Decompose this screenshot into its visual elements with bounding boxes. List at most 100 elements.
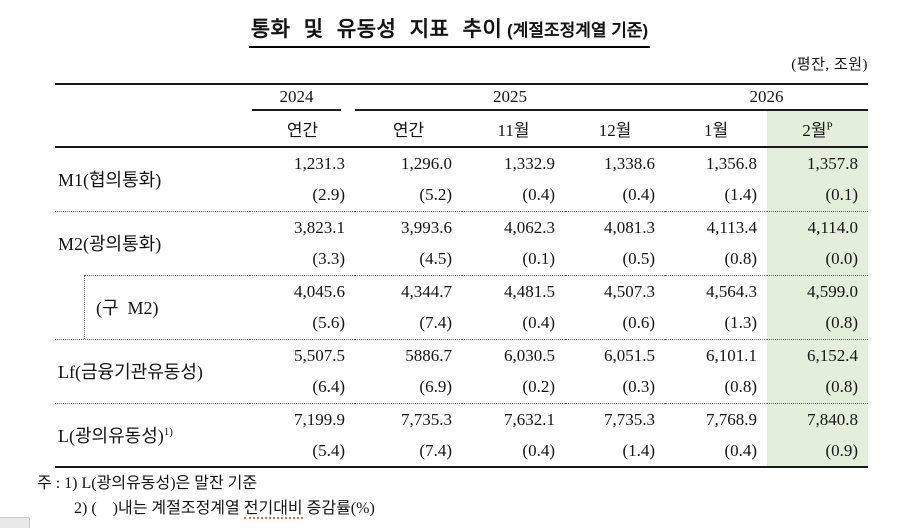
data-cell: 4,599.0 (0.8) <box>767 274 869 339</box>
period-header-nov: 11월 <box>462 111 565 148</box>
data-cell: 3,993.6 (4.5) <box>355 210 462 275</box>
cell-value: 4,113.4 <box>706 218 758 237</box>
cell-growth-rate: (0.3) <box>622 377 656 396</box>
data-cell: 4,045.6 (5.6) <box>250 274 355 339</box>
cell-value: 1,231.3 <box>294 154 345 174</box>
cell-value: 6,030.5 <box>504 346 555 365</box>
footnote-2-pre: 2) ( )내는 계절조정계열 <box>74 500 244 517</box>
row-label-text: Lf(금융기관유동성) <box>58 362 203 382</box>
cell-value: 1,338.6 <box>604 154 656 174</box>
cell-value: 1,296.0 <box>401 154 452 174</box>
cell-growth-rate: (6.4) <box>312 377 345 396</box>
cell-value: 6,051.5 <box>604 346 656 365</box>
table-row: (구 M2) 4,045.6 (5.6) 4,344.7 (7.4) 4,481.5 (0.… <box>55 274 869 339</box>
cell-growth-rate: (0.8) <box>825 377 859 396</box>
row-label: M1(협의통화) <box>55 147 250 211</box>
cell-value: 7,768.9 <box>706 409 758 429</box>
title-sub: (계절조정계열 기준) <box>502 21 649 40</box>
data-cell: 4,564.3 (1.3) <box>665 274 768 339</box>
data-cell: 4,481.5 (0.4) <box>462 274 565 339</box>
page-title-text: 통화 및 유동성 지표 추이 (계절조정계열 기준) <box>248 13 651 48</box>
period-header-annual-2024: 연간 <box>250 111 355 148</box>
cell-growth-rate: (0.2) <box>522 377 555 396</box>
cell-growth-rate: (0.6) <box>622 313 656 332</box>
row-label-text: M1(협의통화) <box>58 170 162 191</box>
preliminary-mark: P <box>826 120 833 133</box>
cell-growth-rate: (0.4) <box>724 440 758 460</box>
cell-growth-rate: (1.4) <box>622 440 656 460</box>
data-cell: 7,735.3 (1.4) <box>565 402 666 467</box>
data-cell: 7,199.9 (5.4) <box>250 402 355 467</box>
data-cell: 6,030.5 (0.2) <box>462 338 565 403</box>
footnote-2: 2) ( )내는 계절조정계열 전기대비 증감률(%) <box>74 496 375 521</box>
cell-growth-rate: (5.6) <box>312 313 345 332</box>
year-2024-cell: 2024 <box>250 84 355 111</box>
table-row: M2(광의통화) 3,823.1 (3.3) 3,993.6 (4.5) 4,062.3 (… <box>55 210 869 275</box>
cell-growth-rate: (5.4) <box>312 440 345 460</box>
cell-growth-rate: (7.4) <box>419 440 452 460</box>
row-label-text: (구 M2) <box>96 297 159 318</box>
cell-growth-rate: (0.5) <box>622 249 656 268</box>
cell-value: 7,199.9 <box>294 409 345 429</box>
year-label: 2025 <box>493 87 527 106</box>
data-cell: 1,357.8 (0.1) <box>767 147 869 211</box>
data-cell: 5,507.5 (6.4) <box>250 338 355 403</box>
footnotes: 주 : 1) L(광의유동성)은 말잔 기준 2) ( )내는 계절조정계열 전… <box>37 471 375 521</box>
data-cell: 4,344.7 (7.4) <box>355 274 462 339</box>
cell-growth-rate: (0.4) <box>522 440 555 460</box>
table-row: Lf(금융기관유동성) 5,507.5 (6.4) 5886.7 (6.9) 6,030.… <box>55 338 869 403</box>
cell-value: 4,344.7 <box>401 282 452 301</box>
monetary-indicators-table: 2024 2025 2026 연간 연간 11월 12월 1월 2월P M1(협… <box>55 83 869 468</box>
cell-growth-rate: (4.5) <box>419 249 452 268</box>
table-row: M1(협의통화) 1,231.3 (2.9) 1,296.0 (5.2) 1,332.9 (… <box>55 147 869 211</box>
table-header: 2024 2025 2026 연간 연간 11월 12월 1월 2월P <box>55 84 869 148</box>
cell-growth-rate: (0.1) <box>522 249 555 268</box>
data-cell: 1,332.9 (0.4) <box>462 147 565 211</box>
cell-value: 4,081.3 <box>604 218 656 237</box>
data-cell: 4,081.3 (0.5) <box>565 210 666 275</box>
year-2026-cell: 2026 <box>665 84 869 111</box>
data-cell: 6,051.5 (0.3) <box>565 338 666 403</box>
cell-value: 7,840.8 <box>807 409 859 429</box>
cell-growth-rate: (1.3) <box>724 313 758 332</box>
data-cell: 7,632.1 (0.4) <box>462 402 565 467</box>
page-title: 통화 및 유동성 지표 추이 (계절조정계열 기준) <box>0 13 899 48</box>
data-cell: 4,114.0 (0.0) <box>767 210 869 275</box>
year-2025-cell: 2025 <box>355 84 666 111</box>
row-label-text: M2(광의통화) <box>58 234 162 255</box>
cell-growth-rate: (0.8) <box>724 377 758 396</box>
data-cell: 6,101.1 (0.8) <box>665 338 768 403</box>
cell-value: 6,101.1 <box>706 346 758 365</box>
table-body: M1(협의통화) 1,231.3 (2.9) 1,296.0 (5.2) 1,332.9 (… <box>55 147 869 467</box>
cell-growth-rate: (2.9) <box>312 185 345 205</box>
row-label: L(광의유동성)1) <box>55 402 250 467</box>
cell-value: 4,507.3 <box>604 282 656 301</box>
footnote-2-spellcheck-text: 전기대비 <box>243 500 303 519</box>
row-label: M2(광의통화) <box>55 210 250 275</box>
footnote-1: 주 : 1) L(광의유동성)은 말잔 기준 <box>37 475 258 492</box>
corner-cell <box>55 84 250 111</box>
period-header-feb-preliminary: 2월P <box>767 111 869 148</box>
year-label: 2024 <box>279 87 314 106</box>
title-main: 통화 및 유동성 지표 추이 <box>250 18 503 41</box>
period-label: 2월 <box>802 121 827 140</box>
cell-value: 4,062.3 <box>504 218 555 237</box>
cell-growth-rate: (7.4) <box>419 313 452 332</box>
cell-value: 7,735.3 <box>401 409 452 429</box>
period-header-row: 연간 연간 11월 12월 1월 2월P <box>55 111 869 148</box>
cell-value: 1,332.9 <box>504 154 555 174</box>
cell-growth-rate: (3.3) <box>312 249 345 268</box>
row-label: Lf(금융기관유동성) <box>55 338 250 403</box>
cell-growth-rate: (5.2) <box>419 185 452 205</box>
cell-growth-rate: (0.0) <box>825 249 859 268</box>
period-header-annual-2025: 연간 <box>355 111 462 148</box>
data-cell: 4,062.3 (0.1) <box>462 210 565 275</box>
cell-value: 6,152.4 <box>807 346 859 365</box>
cell-value: 4,599.0 <box>807 282 859 301</box>
row-label-text: L(광의유동성) <box>58 425 164 446</box>
cell-growth-rate: (0.4) <box>522 313 555 332</box>
data-cell: 1,296.0 (5.2) <box>355 147 462 211</box>
cell-value: 4,045.6 <box>294 282 345 301</box>
cell-value: 7,632.1 <box>504 409 555 429</box>
